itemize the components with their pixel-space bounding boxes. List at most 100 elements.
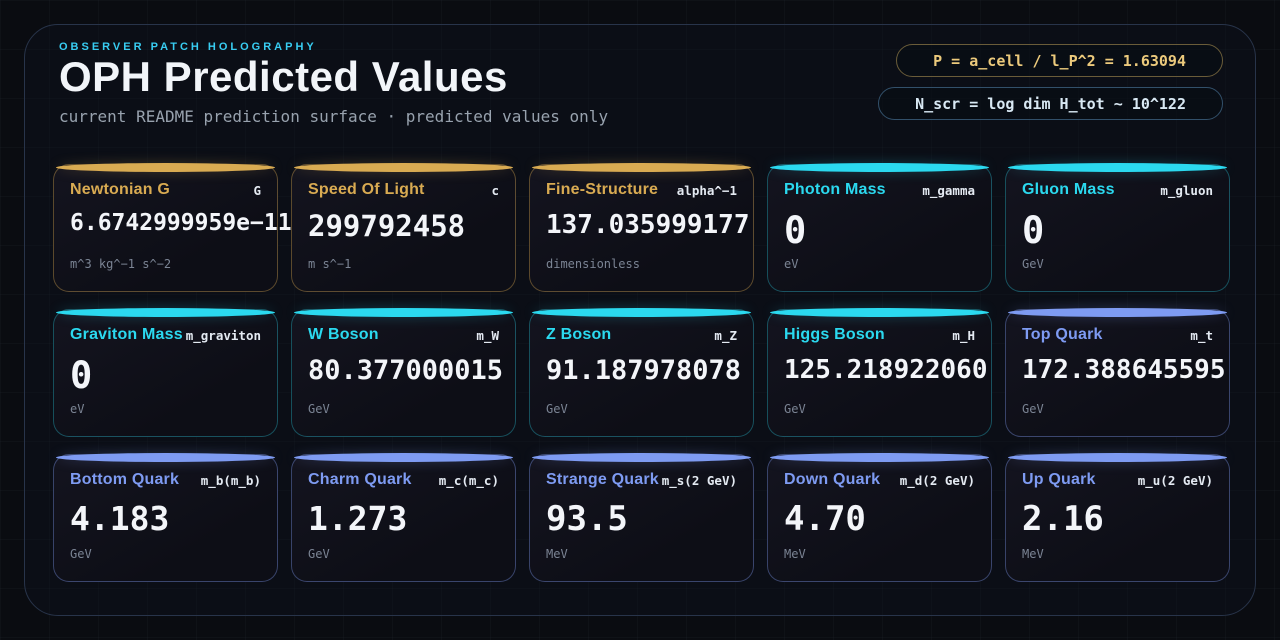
constant-value: 6.6742999959e−11 bbox=[70, 210, 292, 236]
constant-card: Graviton Mass m_graviton 0 eV bbox=[53, 308, 278, 437]
constant-unit: m s^−1 bbox=[308, 257, 352, 271]
constant-name: Photon Mass bbox=[784, 181, 886, 198]
constant-name: Charm Quark bbox=[308, 471, 412, 488]
page-title: OPH Predicted Values bbox=[59, 53, 508, 100]
card-accent-bar bbox=[532, 453, 751, 462]
constant-unit: eV bbox=[784, 257, 799, 271]
constant-symbol: m_b(m_b) bbox=[200, 473, 261, 488]
constant-symbol: G bbox=[253, 183, 261, 198]
constant-unit: MeV bbox=[546, 547, 568, 561]
cards-grid: Newtonian G G 6.6742999959e−11 m^3 kg^−1… bbox=[53, 163, 1230, 582]
constant-symbol: m_gamma bbox=[922, 183, 975, 198]
constant-symbol: alpha^−1 bbox=[676, 183, 737, 198]
constant-value: 299792458 bbox=[308, 209, 466, 243]
constant-name: Z Boson bbox=[546, 326, 612, 343]
constant-symbol: m_graviton bbox=[185, 328, 261, 343]
constant-card: W Boson m_W 80.377000015 GeV bbox=[291, 308, 516, 437]
card-accent-bar bbox=[770, 308, 989, 317]
constant-symbol: m_t bbox=[1190, 328, 1213, 343]
constant-card: Newtonian G G 6.6742999959e−11 m^3 kg^−1… bbox=[53, 163, 292, 292]
constant-card: Top Quark m_t 172.388645595 GeV bbox=[1005, 308, 1230, 437]
constant-symbol: c bbox=[491, 183, 499, 198]
constant-value: 80.377000015 bbox=[308, 355, 504, 386]
constant-card: Down Quark m_d(2 GeV) 4.70 MeV bbox=[767, 453, 992, 582]
constant-card: Gluon Mass m_gluon 0 GeV bbox=[1005, 163, 1230, 292]
formula-badge-text: N_scr = log dim H_tot ~ 10^122 bbox=[915, 94, 1186, 113]
constant-name: Gluon Mass bbox=[1022, 181, 1115, 198]
constant-symbol: m_s(2 GeV) bbox=[661, 473, 737, 488]
card-accent-bar bbox=[770, 163, 989, 172]
constant-name: Bottom Quark bbox=[70, 471, 180, 488]
constant-unit: GeV bbox=[546, 402, 568, 416]
constant-name: Top Quark bbox=[1022, 326, 1103, 343]
constant-name: Fine-Structure bbox=[546, 181, 659, 198]
constant-unit: dimensionless bbox=[546, 257, 640, 271]
brand-label: OBSERVER PATCH HOLOGRAPHY bbox=[59, 41, 317, 53]
card-accent-bar bbox=[1008, 308, 1227, 317]
constant-card: Up Quark m_u(2 GeV) 2.16 MeV bbox=[1005, 453, 1230, 582]
constant-symbol: m_Z bbox=[714, 328, 737, 343]
constant-value: 0 bbox=[1022, 209, 1045, 252]
card-accent-bar bbox=[770, 453, 989, 462]
card-accent-bar bbox=[1008, 453, 1227, 462]
header: OBSERVER PATCH HOLOGRAPHY OPH Predicted … bbox=[59, 41, 608, 126]
constant-card: Photon Mass m_gamma 0 eV bbox=[767, 163, 992, 292]
constant-unit: GeV bbox=[1022, 402, 1044, 416]
constant-unit: m^3 kg^−1 s^−2 bbox=[70, 257, 172, 271]
constant-unit: GeV bbox=[1022, 257, 1044, 271]
constant-unit: GeV bbox=[308, 402, 330, 416]
constant-symbol: m_d(2 GeV) bbox=[899, 473, 975, 488]
constant-symbol: m_W bbox=[476, 328, 499, 343]
formula-badge-text: P = a_cell / l_P^2 = 1.63094 bbox=[933, 51, 1186, 70]
card-accent-bar bbox=[532, 308, 751, 317]
constant-name: Up Quark bbox=[1022, 471, 1096, 488]
card-accent-bar bbox=[56, 163, 275, 172]
constant-unit: MeV bbox=[1022, 547, 1044, 561]
constant-value: 4.70 bbox=[784, 499, 866, 539]
constant-symbol: m_u(2 GeV) bbox=[1137, 473, 1213, 488]
constant-value: 172.388645595 bbox=[1022, 355, 1226, 385]
formula-badges: P = a_cell / l_P^2 = 1.63094 N_scr = log… bbox=[878, 44, 1223, 120]
constant-value: 137.035999177 bbox=[546, 210, 750, 240]
constant-unit: GeV bbox=[308, 547, 330, 561]
constant-card: Strange Quark m_s(2 GeV) 93.5 MeV bbox=[529, 453, 754, 582]
constant-symbol: m_gluon bbox=[1160, 183, 1213, 198]
constant-name: Speed Of Light bbox=[308, 181, 425, 198]
constant-unit: eV bbox=[70, 402, 85, 416]
constant-name: Newtonian G bbox=[70, 181, 170, 198]
constant-name: Down Quark bbox=[784, 471, 881, 488]
panel-frame: OBSERVER PATCH HOLOGRAPHY OPH Predicted … bbox=[24, 24, 1256, 616]
card-accent-bar bbox=[532, 163, 751, 172]
constant-card: Speed Of Light c 299792458 m s^−1 bbox=[291, 163, 516, 292]
constant-value: 0 bbox=[70, 354, 93, 397]
constant-value: 2.16 bbox=[1022, 499, 1104, 539]
constant-symbol: m_c(m_c) bbox=[438, 473, 499, 488]
card-accent-bar bbox=[1008, 163, 1227, 172]
card-accent-bar bbox=[56, 308, 275, 317]
constant-name: Higgs Boson bbox=[784, 326, 885, 343]
card-accent-bar bbox=[294, 453, 513, 462]
constant-card: Charm Quark m_c(m_c) 1.273 GeV bbox=[291, 453, 516, 582]
constant-unit: GeV bbox=[784, 402, 806, 416]
constant-name: Strange Quark bbox=[546, 471, 659, 488]
constant-value: 125.218922060 bbox=[784, 355, 988, 385]
constant-name: Graviton Mass bbox=[70, 326, 183, 343]
page-subtitle: current README prediction surface · pred… bbox=[59, 107, 609, 126]
constant-unit: GeV bbox=[70, 547, 92, 561]
constant-card: Higgs Boson m_H 125.218922060 GeV bbox=[767, 308, 992, 437]
constant-name: W Boson bbox=[308, 326, 379, 343]
constant-value: 0 bbox=[784, 209, 807, 252]
formula-badge: P = a_cell / l_P^2 = 1.63094 bbox=[896, 44, 1223, 77]
constant-value: 1.273 bbox=[308, 499, 408, 538]
card-accent-bar bbox=[294, 163, 513, 172]
constant-card: Fine-Structure alpha^−1 137.035999177 di… bbox=[529, 163, 754, 292]
constant-value: 91.187978078 bbox=[546, 355, 742, 386]
constant-value: 93.5 bbox=[546, 499, 628, 539]
constant-unit: MeV bbox=[784, 547, 806, 561]
formula-badge: N_scr = log dim H_tot ~ 10^122 bbox=[878, 87, 1223, 120]
constant-card: Z Boson m_Z 91.187978078 GeV bbox=[529, 308, 754, 437]
constant-card: Bottom Quark m_b(m_b) 4.183 GeV bbox=[53, 453, 278, 582]
card-accent-bar bbox=[294, 308, 513, 317]
constant-symbol: m_H bbox=[952, 328, 975, 343]
